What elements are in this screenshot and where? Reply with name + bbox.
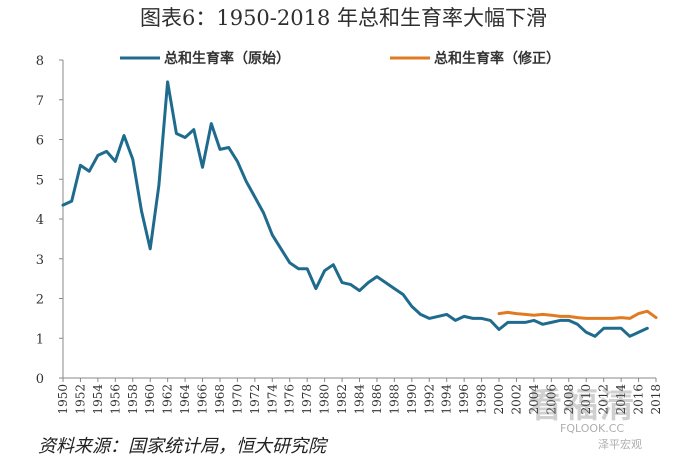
y-tick-label: 6 [36, 134, 44, 149]
x-tick-label: 1988 [387, 384, 401, 415]
x-tick-label: 1950 [56, 384, 70, 415]
x-tick-label: 1964 [178, 384, 192, 415]
chart-title: 图表6：1950-2018 年总和生育率大幅下滑 [139, 6, 548, 30]
x-tick-label: 1986 [370, 384, 384, 415]
x-tick-label: 1960 [143, 384, 157, 415]
x-tick-label: 1974 [265, 384, 279, 415]
x-tick-label: 2018 [649, 384, 663, 415]
series-lines [61, 80, 658, 338]
x-tick-label: 1978 [300, 384, 314, 415]
y-tick-label: 7 [36, 94, 44, 109]
y-tick-label: 1 [36, 332, 44, 347]
series-line-original [61, 80, 649, 338]
y-tick-label: 5 [36, 173, 44, 188]
watermark-logo: 看福清 [528, 386, 636, 426]
x-tick-label: 1982 [335, 384, 349, 415]
x-tick-label: 1970 [230, 384, 244, 415]
x-tick-label: 1994 [440, 384, 454, 415]
x-tick-label: 1956 [108, 384, 122, 415]
x-tick-label: 1962 [161, 384, 175, 415]
y-tick-label: 4 [36, 213, 44, 228]
x-tick-label: 1966 [196, 384, 210, 415]
x-tick-label: 2000 [492, 384, 506, 415]
watermark-url: FQLOOK.CC [560, 422, 625, 435]
x-tick-label: 1992 [422, 384, 436, 415]
x-tick-label: 2008 [562, 384, 576, 415]
axes [62, 60, 656, 379]
x-tick-label: 2016 [632, 384, 646, 415]
x-tick-label: 1976 [283, 384, 297, 415]
legend-label-original: 总和生育率（原始） [164, 50, 290, 67]
x-tick-label: 1998 [475, 384, 489, 415]
source-note: 资料来源：国家统计局，恒大研究院 [38, 436, 326, 457]
x-tick-label: 2014 [614, 384, 628, 415]
x-tick-label: 1972 [248, 384, 262, 415]
y-tick-label: 3 [36, 253, 44, 268]
x-tick-label: 1990 [405, 384, 419, 415]
y-axis-ticks: 0 1 2 3 4 5 6 7 8 [36, 54, 63, 387]
y-tick-label: 8 [36, 54, 44, 69]
y-tick-label: 2 [36, 293, 44, 308]
x-tick-label: 2002 [509, 384, 523, 415]
x-tick-label: 1954 [91, 384, 105, 415]
x-tick-label: 2006 [544, 384, 558, 415]
x-axis-ticks: 1950 1952 1954 1956 1958 1960 1962 1964 1966 1968… [56, 378, 663, 415]
x-tick-label: 2012 [597, 384, 611, 415]
series-line-revised [497, 309, 658, 320]
x-tick-label: 1996 [457, 384, 471, 415]
watermark-subtitle: 泽平宏观 [598, 438, 642, 451]
legend: 总和生育率（原始） 总和生育率（修正） [120, 50, 560, 67]
x-tick-label: 1958 [126, 384, 140, 415]
x-tick-label: 1968 [213, 384, 227, 415]
x-tick-label: 1984 [353, 384, 367, 415]
legend-label-revised: 总和生育率（修正） [434, 50, 560, 67]
x-tick-label: 2004 [527, 384, 541, 415]
x-tick-label: 1980 [318, 384, 332, 415]
x-tick-label: 1952 [73, 384, 87, 415]
y-tick-label: 0 [36, 372, 44, 387]
x-tick-label: 2010 [579, 384, 593, 415]
